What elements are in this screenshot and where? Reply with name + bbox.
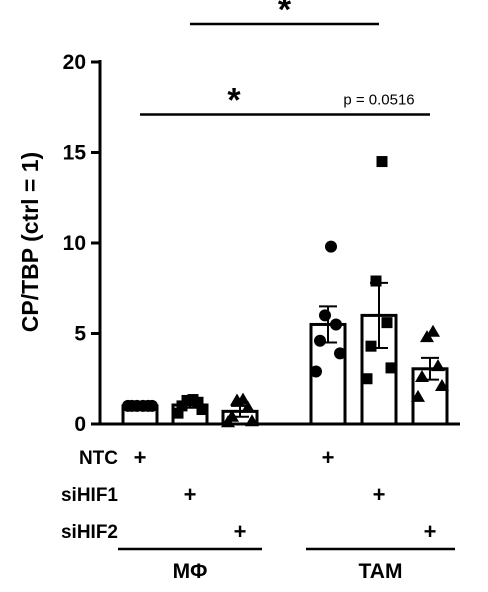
condition-plus: + [373, 482, 386, 507]
condition-plus: + [134, 445, 147, 470]
data-point [314, 334, 326, 347]
data-point [241, 400, 255, 413]
y-tick-label: 10 [63, 232, 86, 255]
y-tick-label: 0 [74, 413, 86, 436]
data-point [245, 414, 259, 427]
condition-plus: + [424, 519, 437, 544]
data-point [365, 340, 377, 352]
data-point [334, 347, 346, 360]
data-point [319, 309, 331, 322]
data-point [411, 389, 425, 402]
data-point [325, 240, 337, 253]
data-point [330, 318, 342, 331]
data-point [415, 369, 429, 382]
data-point [196, 404, 208, 416]
data-point [385, 362, 397, 374]
condition-plus: + [322, 445, 335, 470]
data-point [431, 359, 445, 372]
p-value-label: p = 0.0516 [343, 91, 414, 108]
group-label: TAM [359, 560, 403, 583]
data-point [181, 394, 193, 406]
condition-plus: + [184, 482, 197, 507]
data-point [137, 399, 149, 412]
data-point [172, 407, 184, 419]
data-point [426, 324, 440, 337]
condition-label: NTC [79, 448, 118, 469]
group-label: MΦ [173, 560, 208, 583]
data-point [225, 409, 239, 422]
condition-label: siHIF1 [61, 485, 118, 506]
data-point [381, 317, 393, 329]
data-point [236, 392, 250, 405]
condition-plus: + [234, 519, 247, 544]
condition-label: siHIF2 [61, 522, 118, 543]
significance-star: * [227, 81, 241, 119]
data-point [361, 373, 373, 385]
significance-star: * [278, 0, 292, 29]
y-tick-label: 20 [63, 51, 86, 74]
data-point [187, 394, 199, 406]
data-point [435, 378, 449, 391]
y-tick-label: 15 [63, 142, 87, 165]
y-axis-label: CP/TBP (ctrl = 1) [17, 152, 43, 332]
data-point [376, 156, 388, 168]
data-point [310, 365, 322, 378]
y-tick-label: 5 [74, 323, 86, 346]
data-point [370, 275, 382, 287]
